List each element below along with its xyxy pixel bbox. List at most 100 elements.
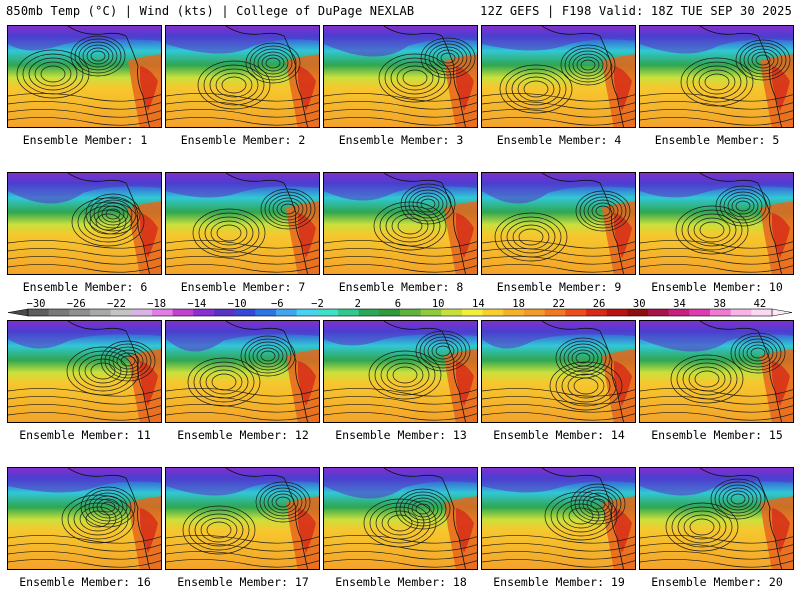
colorbar-tick-label: −22 (107, 299, 126, 310)
temperature-map (166, 321, 319, 422)
colorbar-swatch (317, 309, 339, 316)
colorbar-swatch (751, 309, 773, 316)
ensemble-member-label: Ensemble Member: 2 (180, 133, 306, 147)
ensemble-member-label: Ensemble Member: 6 (22, 280, 148, 294)
ensemble-map-panel (481, 25, 636, 128)
colorbar-tick-label: 30 (633, 299, 646, 310)
temperature-map (640, 321, 793, 422)
colorbar-swatch (110, 309, 132, 316)
colorbar-tick-label: 42 (754, 299, 767, 310)
colorbar-tick-label: −2 (311, 299, 324, 310)
colorbar-tick-label: 26 (593, 299, 606, 310)
colorbar-tick-label: 18 (512, 299, 525, 310)
ensemble-member-label: Ensemble Member: 4 (496, 133, 622, 147)
ensemble-map-panel (639, 25, 794, 128)
temperature-map (324, 321, 477, 422)
colorbar-swatch (524, 309, 545, 316)
colorbar-swatch (296, 309, 318, 316)
temperature-map (482, 321, 635, 422)
colorbar-swatch (379, 309, 401, 316)
ensemble-member-label: Ensemble Member: 19 (493, 575, 625, 589)
colorbar-swatch (544, 309, 566, 316)
temperature-map (324, 26, 477, 127)
temperature-colorbar: −30 −26 −22 −18 −14 −10 −6 −2 2 6 10 14 18 22 26 30 34 38… (7, 299, 793, 317)
colorbar-swatch (172, 309, 194, 316)
colorbar-swatch (420, 309, 442, 316)
ensemble-map-panel (165, 467, 320, 570)
temperature-map (324, 173, 477, 274)
temperature-map (166, 26, 319, 127)
ensemble-map-panel (165, 25, 320, 128)
temperature-map (482, 173, 635, 274)
ensemble-map-panel (323, 467, 478, 570)
ensemble-member-label: Ensemble Member: 17 (177, 575, 309, 589)
colorbar-swatch (90, 309, 111, 316)
ensemble-member-label: Ensemble Member: 20 (651, 575, 783, 589)
colorbar-max-arrow (771, 308, 793, 317)
colorbar-swatch (193, 309, 215, 316)
colorbar-swatch (668, 309, 690, 316)
ensemble-member-label: Ensemble Member: 11 (19, 428, 151, 442)
colorbar-tick-label: −18 (147, 299, 166, 310)
colorbar-swatch (214, 309, 235, 316)
ensemble-map-panel (639, 320, 794, 423)
ensemble-member-label: Ensemble Member: 12 (177, 428, 309, 442)
colorbar-swatch (358, 309, 380, 316)
colorbar-tick-label: −6 (271, 299, 284, 310)
temperature-map (8, 468, 161, 569)
colorbar-tick-label: −30 (27, 299, 46, 310)
colorbar-swatch (689, 309, 711, 316)
colorbar-swatch (338, 309, 359, 316)
ensemble-member-label: Ensemble Member: 7 (180, 280, 306, 294)
temperature-map (166, 468, 319, 569)
colorbar-swatch (152, 309, 173, 316)
ensemble-map-panel (7, 320, 162, 423)
colorbar-swatch (48, 309, 70, 316)
colorbar-swatch (627, 309, 649, 316)
colorbar-tick-label: 14 (472, 299, 485, 310)
ensemble-map-panel (165, 320, 320, 423)
ensemble-member-label: Ensemble Member: 15 (651, 428, 783, 442)
colorbar-swatch (565, 309, 587, 316)
temperature-map (324, 468, 477, 569)
temperature-map (166, 173, 319, 274)
colorbar-tick-label: 34 (673, 299, 686, 310)
colorbar-swatch (503, 309, 525, 316)
ensemble-member-label: Ensemble Member: 9 (496, 280, 622, 294)
ensemble-member-label: Ensemble Member: 18 (335, 575, 467, 589)
temperature-map (8, 321, 161, 422)
colorbar-swatch (586, 309, 607, 316)
ensemble-map-panel (639, 172, 794, 275)
colorbar-swatch (462, 309, 483, 316)
colorbar-swatch (606, 309, 628, 316)
colorbar-min-arrow (7, 308, 29, 317)
ensemble-map-panel (7, 25, 162, 128)
colorbar-tick-label: 38 (713, 299, 726, 310)
colorbar-swatch (28, 309, 49, 316)
colorbar-swatch (648, 309, 669, 316)
colorbar-swatch (441, 309, 463, 316)
temperature-map (640, 468, 793, 569)
colorbar-tick-label: 10 (432, 299, 445, 310)
run-valid-time: 12Z GEFS | F198 Valid: 18Z TUE SEP 30 20… (480, 4, 792, 18)
colorbar-swatch (255, 309, 277, 316)
ensemble-member-label: Ensemble Member: 5 (654, 133, 780, 147)
colorbar-tick-label: −26 (67, 299, 86, 310)
colorbar-tick-label: −14 (187, 299, 206, 310)
colorbar-tick-label: −10 (228, 299, 247, 310)
colorbar-tick-label: 2 (355, 299, 361, 310)
colorbar-swatch (710, 309, 731, 316)
temperature-map (640, 173, 793, 274)
colorbar-tick-label: 22 (552, 299, 565, 310)
temperature-map (482, 26, 635, 127)
colorbar-tick-label: 6 (395, 299, 401, 310)
ensemble-map-panel (639, 467, 794, 570)
ensemble-map-panel (481, 320, 636, 423)
colorbar-swatch (400, 309, 421, 316)
colorbar-swatch (730, 309, 752, 316)
colorbar-swatch (276, 309, 297, 316)
ensemble-member-label: Ensemble Member: 10 (651, 280, 783, 294)
ensemble-map-panel (481, 467, 636, 570)
colorbar-swatch (69, 309, 91, 316)
colorbar-swatch (234, 309, 256, 316)
